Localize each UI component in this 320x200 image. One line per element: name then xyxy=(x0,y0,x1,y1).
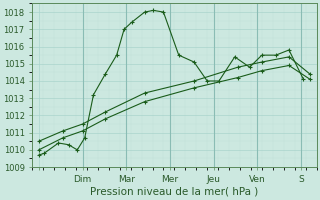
X-axis label: Pression niveau de la mer( hPa ): Pression niveau de la mer( hPa ) xyxy=(90,187,259,197)
